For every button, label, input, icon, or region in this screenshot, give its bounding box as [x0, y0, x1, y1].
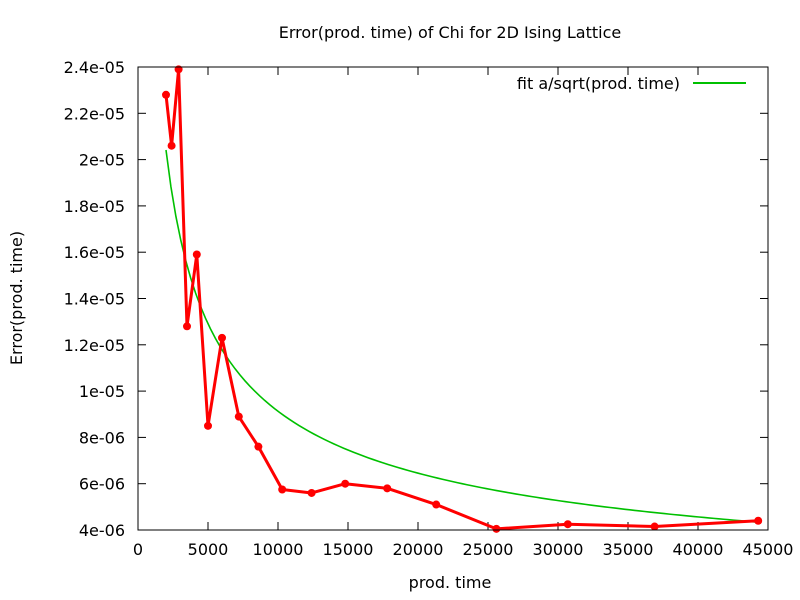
y-tick-label: 8e-06: [79, 428, 125, 447]
data-point: [383, 484, 392, 493]
data-point: [167, 141, 176, 150]
data-point: [254, 442, 263, 451]
data-point: [204, 421, 212, 430]
chart-title: Error(prod. time) of Chi for 2D Ising La…: [279, 23, 621, 42]
x-tick-label: 30000: [533, 540, 584, 559]
x-tick-label: 40000: [673, 540, 724, 559]
data-point: [432, 500, 441, 509]
y-tick-label: 4e-06: [79, 521, 125, 540]
data-point: [218, 333, 226, 342]
data-point: [162, 90, 170, 99]
legend: fit a/sqrt(prod. time): [517, 74, 746, 93]
ticks-layer: 0 5000 10000 15000 20000 25000 30000 35000 40000…: [64, 58, 794, 559]
x-axis-label: prod. time: [409, 573, 492, 592]
x-tick-label: 35000: [603, 540, 654, 559]
x-tick-label: 5000: [188, 540, 229, 559]
series-line-fit: [165, 149, 759, 523]
data-layer: [162, 65, 763, 533]
x-tick-label: 45000: [743, 540, 794, 559]
x-tick-label: 10000: [253, 540, 304, 559]
series-line-data: [164, 67, 759, 531]
data-point: [754, 516, 763, 525]
x-tick-label: 20000: [393, 540, 444, 559]
data-point: [234, 412, 243, 421]
y-axis-label: Error(prod. time): [7, 231, 26, 365]
y-tick-label: 2.2e-05: [64, 104, 125, 123]
y-tick-label: 1e-05: [79, 382, 125, 401]
x-tick-label: 0: [133, 540, 143, 559]
data-point: [192, 250, 201, 259]
data-point: [563, 520, 572, 529]
y-tick-label: 6e-06: [79, 475, 125, 494]
y-tick-label: 2.4e-05: [64, 58, 125, 77]
data-point: [183, 322, 191, 331]
legend-label-fit: fit a/sqrt(prod. time): [517, 74, 680, 93]
data-point: [650, 522, 659, 531]
plot-frame: [137, 66, 769, 531]
y-tick-label: 1.2e-05: [64, 336, 125, 355]
x-tick-label: 25000: [463, 540, 514, 559]
y-tick-label: 1.8e-05: [64, 197, 125, 216]
data-point: [278, 485, 287, 494]
data-point: [341, 479, 350, 488]
x-tick-label: 15000: [323, 540, 374, 559]
y-tick-label: 1.4e-05: [64, 290, 125, 309]
data-point: [492, 524, 501, 533]
data-point: [307, 488, 316, 497]
y-tick-label: 2e-05: [79, 151, 125, 170]
y-tick-label: 1.6e-05: [64, 243, 125, 262]
